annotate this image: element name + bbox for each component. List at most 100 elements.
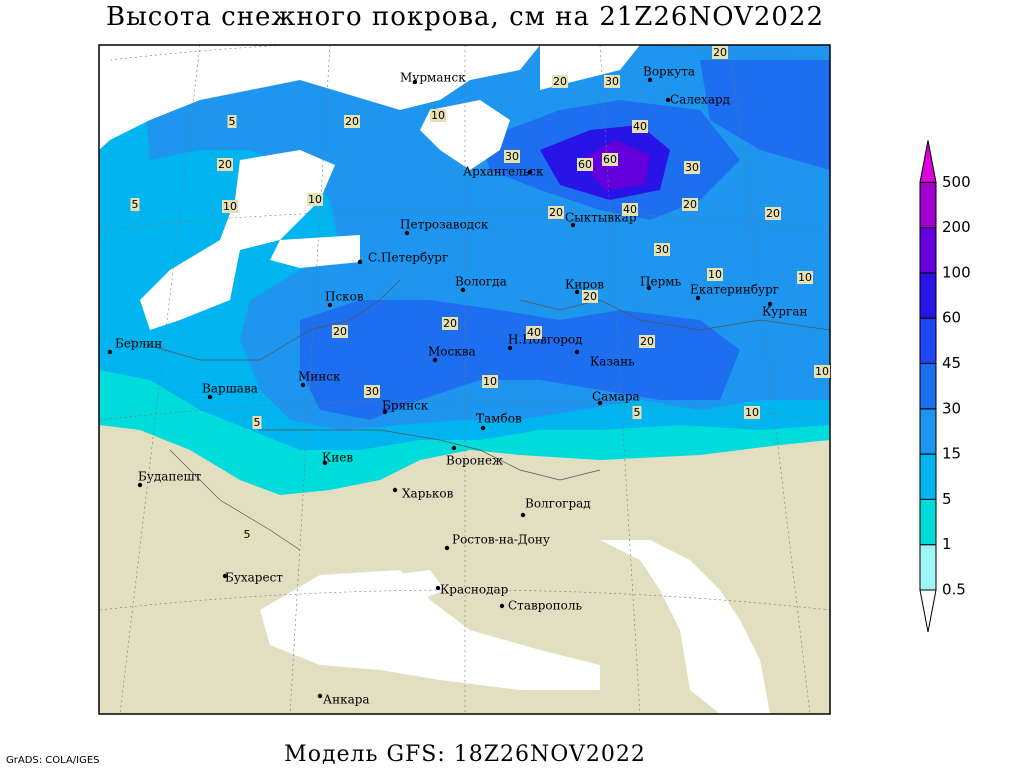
city-label: Краснодар	[440, 583, 509, 597]
city-label: Волгоград	[525, 497, 591, 511]
city-label: Будапешт	[138, 470, 202, 484]
contour-label: 60	[603, 153, 617, 166]
borders	[129, 279, 830, 551]
city-label: Киров	[565, 278, 604, 292]
contour-label-bg	[654, 243, 670, 256]
colorbar-cap	[919, 140, 937, 183]
contour-label: 10	[483, 375, 497, 388]
city-dot	[480, 425, 486, 431]
city-label: Вологда	[455, 275, 507, 289]
contour-label: 20	[345, 115, 359, 128]
colorbar-label: 30	[942, 399, 961, 417]
colorbar-box	[919, 498, 937, 546]
city-label: Ставрополь	[508, 599, 582, 613]
contour-label: 10	[815, 365, 829, 378]
contour-label: 20	[713, 46, 727, 59]
contour-label: 20	[553, 75, 567, 88]
city-label: Казань	[590, 355, 635, 369]
city-label: Самара	[592, 390, 640, 404]
contour-label-bg	[242, 528, 252, 541]
colorbar-label: 45	[942, 354, 961, 372]
colorbar-box	[919, 317, 937, 365]
city-label: Петрозаводск	[400, 218, 489, 232]
contour-label-bg	[814, 365, 830, 378]
contour-label: 20	[683, 198, 697, 211]
contour-label: 10	[431, 109, 445, 122]
map-labels: Мурманск Воркута Салехард Архангельск Петроз…	[107, 46, 830, 707]
contour-label-bg	[130, 198, 140, 211]
colorbar-cap	[919, 589, 937, 633]
city-dot	[499, 603, 505, 609]
contour-label-bg	[307, 193, 323, 206]
city-dot	[444, 545, 450, 551]
contour-label: 10	[223, 200, 237, 213]
contour-label-bg	[252, 416, 262, 429]
contour-label: 5	[229, 115, 236, 128]
credit: GrADS: COLA/IGES	[6, 755, 100, 766]
contour-label: 5	[132, 198, 139, 211]
colorbar-box	[919, 408, 937, 455]
contour-label: 10	[708, 268, 722, 281]
contour-label: 5	[254, 416, 261, 429]
city-dot	[412, 79, 418, 85]
colorbar-label: 200	[942, 218, 971, 236]
contour-label: 30	[365, 385, 379, 398]
city-label: Псков	[325, 290, 364, 304]
contour-label-bg	[552, 75, 568, 88]
contour-label: 60	[578, 158, 592, 171]
city-dot	[597, 400, 603, 406]
contour-label-bg	[217, 158, 233, 171]
city-label: Пермь	[640, 275, 682, 289]
city-dot	[300, 382, 306, 388]
contour-label: 30	[505, 150, 519, 163]
contour-label-bg	[344, 115, 360, 128]
contour-label: 20	[549, 206, 563, 219]
city-label: Воронеж	[446, 454, 503, 468]
contour-label: 40	[527, 326, 541, 339]
city-label: Тамбов	[476, 412, 522, 426]
city-dot	[392, 487, 398, 493]
colorbar-label: 60	[942, 309, 961, 327]
city-label: Н.Новгород	[508, 333, 583, 347]
sea	[600, 540, 770, 714]
map	[99, 45, 830, 714]
city-label: Сыктывкар	[565, 211, 637, 225]
colorbar-box	[919, 544, 937, 591]
city-label: Бухарест	[225, 571, 283, 585]
contour-label-bg	[707, 268, 723, 281]
colorbar-box	[919, 181, 937, 229]
city-dot	[574, 349, 580, 355]
contour-label-bg	[227, 115, 237, 128]
city-dot	[435, 585, 441, 591]
contour-label: 40	[633, 120, 647, 133]
city-label: Екатеринбург	[690, 283, 779, 297]
city-label: Курган	[762, 305, 807, 319]
contour-label: 30	[605, 75, 619, 88]
colorbar-label: 15	[942, 445, 961, 463]
city-dot	[520, 512, 526, 518]
contour-label-bg	[482, 375, 498, 388]
city-dot	[647, 77, 653, 83]
contour-label: 20	[583, 290, 597, 303]
city-dot	[646, 285, 652, 291]
sea	[260, 570, 600, 690]
city-dot	[404, 230, 410, 236]
city-label: Киев	[322, 451, 353, 465]
snow-zone	[300, 300, 740, 420]
colorbar-label: 100	[942, 263, 971, 281]
contour-label-bg	[222, 200, 238, 213]
contour-label-bg	[602, 153, 618, 166]
contour-label: 10	[745, 406, 759, 419]
city-dot	[574, 289, 580, 295]
contour-label: 20	[218, 158, 232, 171]
contour-label-bg	[765, 207, 781, 220]
contour-label-bg	[622, 203, 638, 216]
contour-label-bg	[604, 75, 620, 88]
city-label: Москва	[428, 345, 476, 359]
contour-label: 5	[634, 406, 641, 419]
city-label: Брянск	[382, 399, 429, 413]
contour-label-bg	[632, 406, 642, 419]
city-label: Ростов-на-Дону	[452, 533, 550, 547]
